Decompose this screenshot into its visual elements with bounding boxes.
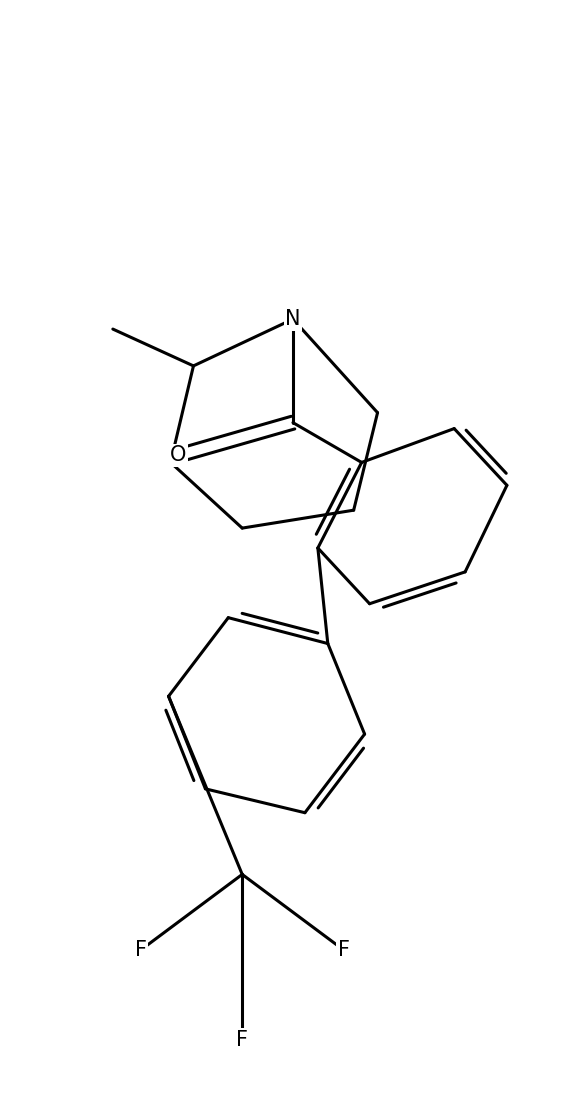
Text: F: F: [135, 940, 146, 960]
Text: F: F: [236, 1030, 248, 1050]
Text: N: N: [285, 310, 301, 329]
Text: O: O: [170, 446, 186, 466]
Text: F: F: [337, 940, 349, 960]
